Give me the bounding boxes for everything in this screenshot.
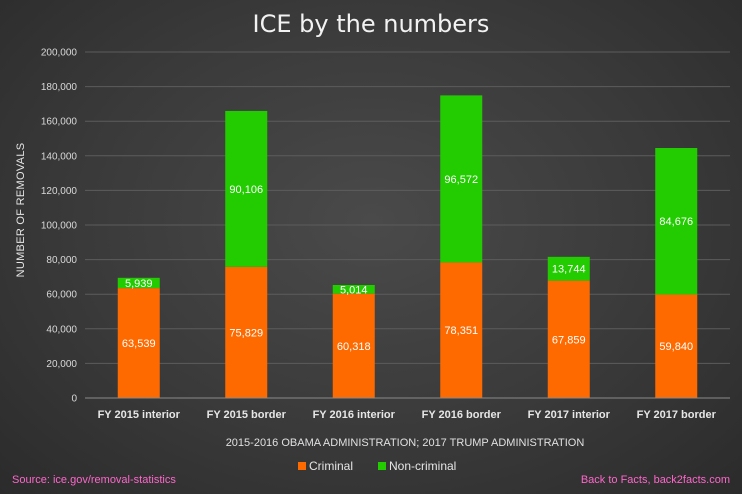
chart-title: ICE by the numbers (253, 10, 490, 38)
data-label: 63,539 (122, 338, 156, 350)
data-label: 60,318 (337, 341, 371, 353)
x-tick-label: FY 2016 interior (313, 409, 396, 421)
bar-non-criminal (655, 147, 698, 295)
y-tick-label: 120,000 (41, 186, 78, 197)
data-label: 5,014 (340, 284, 368, 296)
y-tick-label: 100,000 (41, 221, 78, 232)
y-tick-label: 40,000 (46, 324, 77, 335)
bar-criminal (225, 266, 268, 398)
y-axis-ticks: 0 20,000 40,000 60,000 80,000 100,000 120,000 1… (41, 48, 78, 405)
data-label: 13,744 (552, 264, 586, 276)
bar-non-criminal (225, 110, 268, 267)
data-label: 90,106 (229, 184, 263, 196)
bar-criminal (117, 288, 160, 398)
gridlines (85, 51, 730, 364)
bar-criminal (440, 262, 483, 398)
legend-swatch (378, 462, 386, 470)
legend: Criminal Non-criminal (298, 459, 456, 473)
y-tick-label: 20,000 (46, 359, 77, 370)
x-tick-label: FY 2015 border (207, 409, 287, 421)
x-tick-label: FY 2015 interior (98, 409, 181, 421)
bar-criminal (547, 280, 590, 398)
data-label: 78,351 (444, 325, 478, 337)
credit-note: Back to Facts, back2facts.com (581, 474, 730, 486)
x-tick-label: FY 2017 interior (528, 409, 611, 421)
y-tick-label: 180,000 (41, 82, 78, 93)
legend-swatch (298, 462, 306, 470)
legend-label: Non-criminal (389, 459, 456, 473)
bar-non-criminal (332, 284, 375, 294)
bar-non-criminal (547, 256, 590, 281)
legend-label: Criminal (309, 459, 353, 473)
y-tick-label: 60,000 (46, 290, 77, 301)
data-label: 67,859 (552, 334, 586, 346)
bar-criminal (332, 293, 375, 398)
data-label: 75,829 (229, 327, 263, 339)
y-tick-label: 80,000 (46, 255, 77, 266)
x-axis-ticks: FY 2015 interior FY 2015 border FY 2016 in… (98, 409, 717, 421)
y-tick-label: 0 (71, 394, 77, 405)
y-tick-label: 160,000 (41, 117, 78, 128)
x-tick-label: FY 2016 border (422, 409, 502, 421)
source-note: Source: ice.gov/removal-statistics (12, 474, 176, 486)
y-tick-label: 140,000 (41, 151, 78, 162)
data-label: 5,939 (125, 278, 153, 290)
data-label: 59,840 (659, 341, 693, 353)
bars (117, 95, 698, 398)
data-label: 96,572 (444, 174, 478, 186)
bar-non-criminal (440, 95, 483, 263)
y-axis-label: NUMBER OF REMOVALS (15, 143, 27, 278)
bar-non-criminal (117, 277, 160, 289)
x-tick-label: FY 2017 border (637, 409, 717, 421)
data-label: 84,676 (659, 216, 693, 228)
y-tick-label: 200,000 (41, 48, 78, 59)
bar-criminal (655, 294, 698, 398)
x-axis-label: 2015-2016 OBAMA ADMINISTRATION; 2017 TRU… (226, 437, 585, 449)
data-labels: 63,539 5,939 75,829 90,106 60,318 5,014 78,351… (122, 174, 693, 353)
